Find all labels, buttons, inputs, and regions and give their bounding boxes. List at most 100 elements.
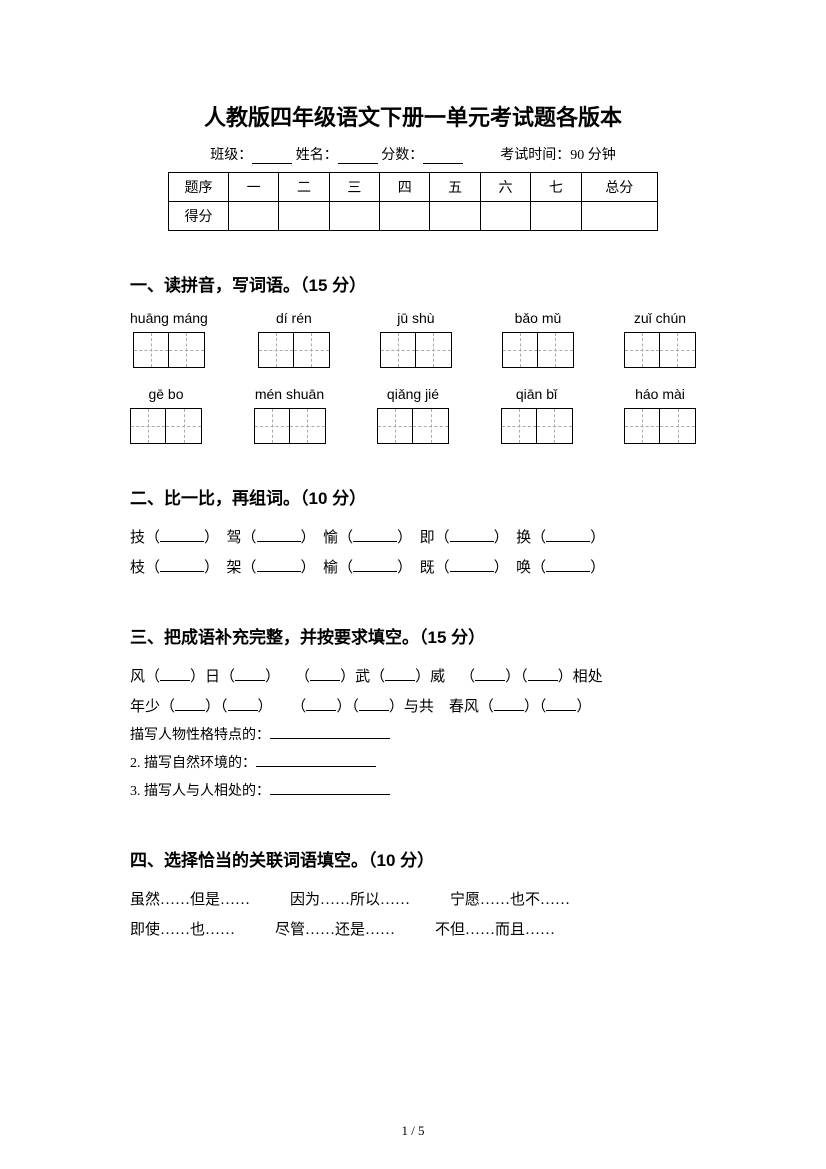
- blank[interactable]: [494, 710, 524, 711]
- char: 既（: [420, 560, 450, 576]
- time-label: 考试时间：90 分钟: [500, 148, 616, 163]
- blank[interactable]: [310, 680, 340, 681]
- td-blank[interactable]: [531, 202, 581, 231]
- td-blank[interactable]: [229, 202, 279, 231]
- td-blank[interactable]: [430, 202, 480, 231]
- blank[interactable]: [306, 710, 336, 711]
- td-blank[interactable]: [380, 202, 430, 231]
- text: 春风（: [449, 699, 494, 715]
- desc-line: 描写人物性格特点的：: [130, 722, 696, 750]
- char: 驾（: [227, 530, 257, 546]
- char-box[interactable]: [413, 408, 449, 444]
- pinyin-item: qiǎng jié: [377, 386, 449, 444]
- header-info: 班级： 姓名： 分数： 考试时间：90 分钟: [130, 144, 696, 164]
- blank[interactable]: [450, 541, 494, 542]
- char-box-pair[interactable]: [254, 408, 326, 444]
- char-box[interactable]: [416, 332, 452, 368]
- th-1: 一: [229, 173, 279, 202]
- char-box[interactable]: [258, 332, 294, 368]
- char-box[interactable]: [624, 408, 660, 444]
- idiom-row: 年少（）（） （）（）与共 春风（）（）: [130, 692, 696, 722]
- char-box[interactable]: [133, 332, 169, 368]
- char-box[interactable]: [538, 332, 574, 368]
- score-blank[interactable]: [423, 163, 463, 164]
- compare-row: 技（） 驾（） 愉（） 即（） 换（）: [130, 523, 696, 553]
- char-box[interactable]: [294, 332, 330, 368]
- name-label: 姓名：: [296, 148, 338, 163]
- blank[interactable]: [528, 680, 558, 681]
- char-box[interactable]: [290, 408, 326, 444]
- td-blank[interactable]: [279, 202, 329, 231]
- char-box[interactable]: [254, 408, 290, 444]
- blank[interactable]: [546, 710, 576, 711]
- name-blank[interactable]: [338, 163, 378, 164]
- text: （: [291, 699, 306, 715]
- char-box[interactable]: [169, 332, 205, 368]
- char-box-pair[interactable]: [133, 332, 205, 368]
- th-5: 五: [430, 173, 480, 202]
- blank[interactable]: [359, 710, 389, 711]
- char-box-pair[interactable]: [377, 408, 449, 444]
- section-1: 一、读拼音，写词语。（15 分） huāng mángdí rénjū shùb…: [130, 271, 696, 444]
- text: ）相处: [558, 669, 603, 685]
- section-heading: 四、选择恰当的关联词语填空。（10 分）: [130, 846, 696, 871]
- blank[interactable]: [256, 766, 376, 767]
- blank[interactable]: [160, 571, 204, 572]
- td-score-label: 得分: [169, 202, 229, 231]
- char-box[interactable]: [502, 332, 538, 368]
- blank[interactable]: [353, 541, 397, 542]
- text: （: [460, 669, 475, 685]
- td-blank[interactable]: [329, 202, 379, 231]
- blank[interactable]: [235, 680, 265, 681]
- paren-close: ）: [494, 560, 509, 576]
- blank[interactable]: [385, 680, 415, 681]
- char-box[interactable]: [377, 408, 413, 444]
- blank[interactable]: [270, 738, 390, 739]
- blank[interactable]: [160, 541, 204, 542]
- text: ）威: [415, 669, 445, 685]
- td-blank[interactable]: [480, 202, 530, 231]
- char-box[interactable]: [130, 408, 166, 444]
- pinyin-item: jū shù: [380, 310, 452, 368]
- char-box-pair[interactable]: [258, 332, 330, 368]
- char-box-pair[interactable]: [501, 408, 573, 444]
- paren-close: ）: [590, 530, 605, 546]
- blank[interactable]: [257, 541, 301, 542]
- char-box-pair[interactable]: [502, 332, 574, 368]
- char-box[interactable]: [380, 332, 416, 368]
- class-blank[interactable]: [252, 163, 292, 164]
- blank[interactable]: [450, 571, 494, 572]
- blank[interactable]: [228, 710, 258, 711]
- char-box-pair[interactable]: [380, 332, 452, 368]
- char-box[interactable]: [624, 332, 660, 368]
- char-box-pair[interactable]: [624, 332, 696, 368]
- char-box-pair[interactable]: [130, 408, 202, 444]
- text: ）武（: [340, 669, 385, 685]
- conj-item: 宁愿……也不……: [450, 885, 570, 915]
- td-blank[interactable]: [581, 202, 657, 231]
- score-table: 题序 一 二 三 四 五 六 七 总分 得分: [168, 172, 658, 231]
- char-box[interactable]: [501, 408, 537, 444]
- blank[interactable]: [257, 571, 301, 572]
- blank[interactable]: [475, 680, 505, 681]
- text: （: [295, 669, 310, 685]
- section-heading: 二、比一比，再组词。（10 分）: [130, 484, 696, 509]
- char-box[interactable]: [166, 408, 202, 444]
- blank[interactable]: [546, 541, 590, 542]
- char-box[interactable]: [537, 408, 573, 444]
- char-box[interactable]: [660, 408, 696, 444]
- blank[interactable]: [175, 710, 205, 711]
- blank[interactable]: [353, 571, 397, 572]
- text: ）（: [505, 669, 528, 685]
- text: 风（: [130, 669, 160, 685]
- char-box-pair[interactable]: [624, 408, 696, 444]
- char-box[interactable]: [660, 332, 696, 368]
- paren-close: ）: [204, 560, 219, 576]
- blank[interactable]: [546, 571, 590, 572]
- compare-row: 枝（） 架（） 榆（） 既（） 唤（）: [130, 553, 696, 583]
- blank[interactable]: [270, 794, 390, 795]
- th-6: 六: [480, 173, 530, 202]
- char: 即（: [420, 530, 450, 546]
- blank[interactable]: [160, 680, 190, 681]
- th-3: 三: [329, 173, 379, 202]
